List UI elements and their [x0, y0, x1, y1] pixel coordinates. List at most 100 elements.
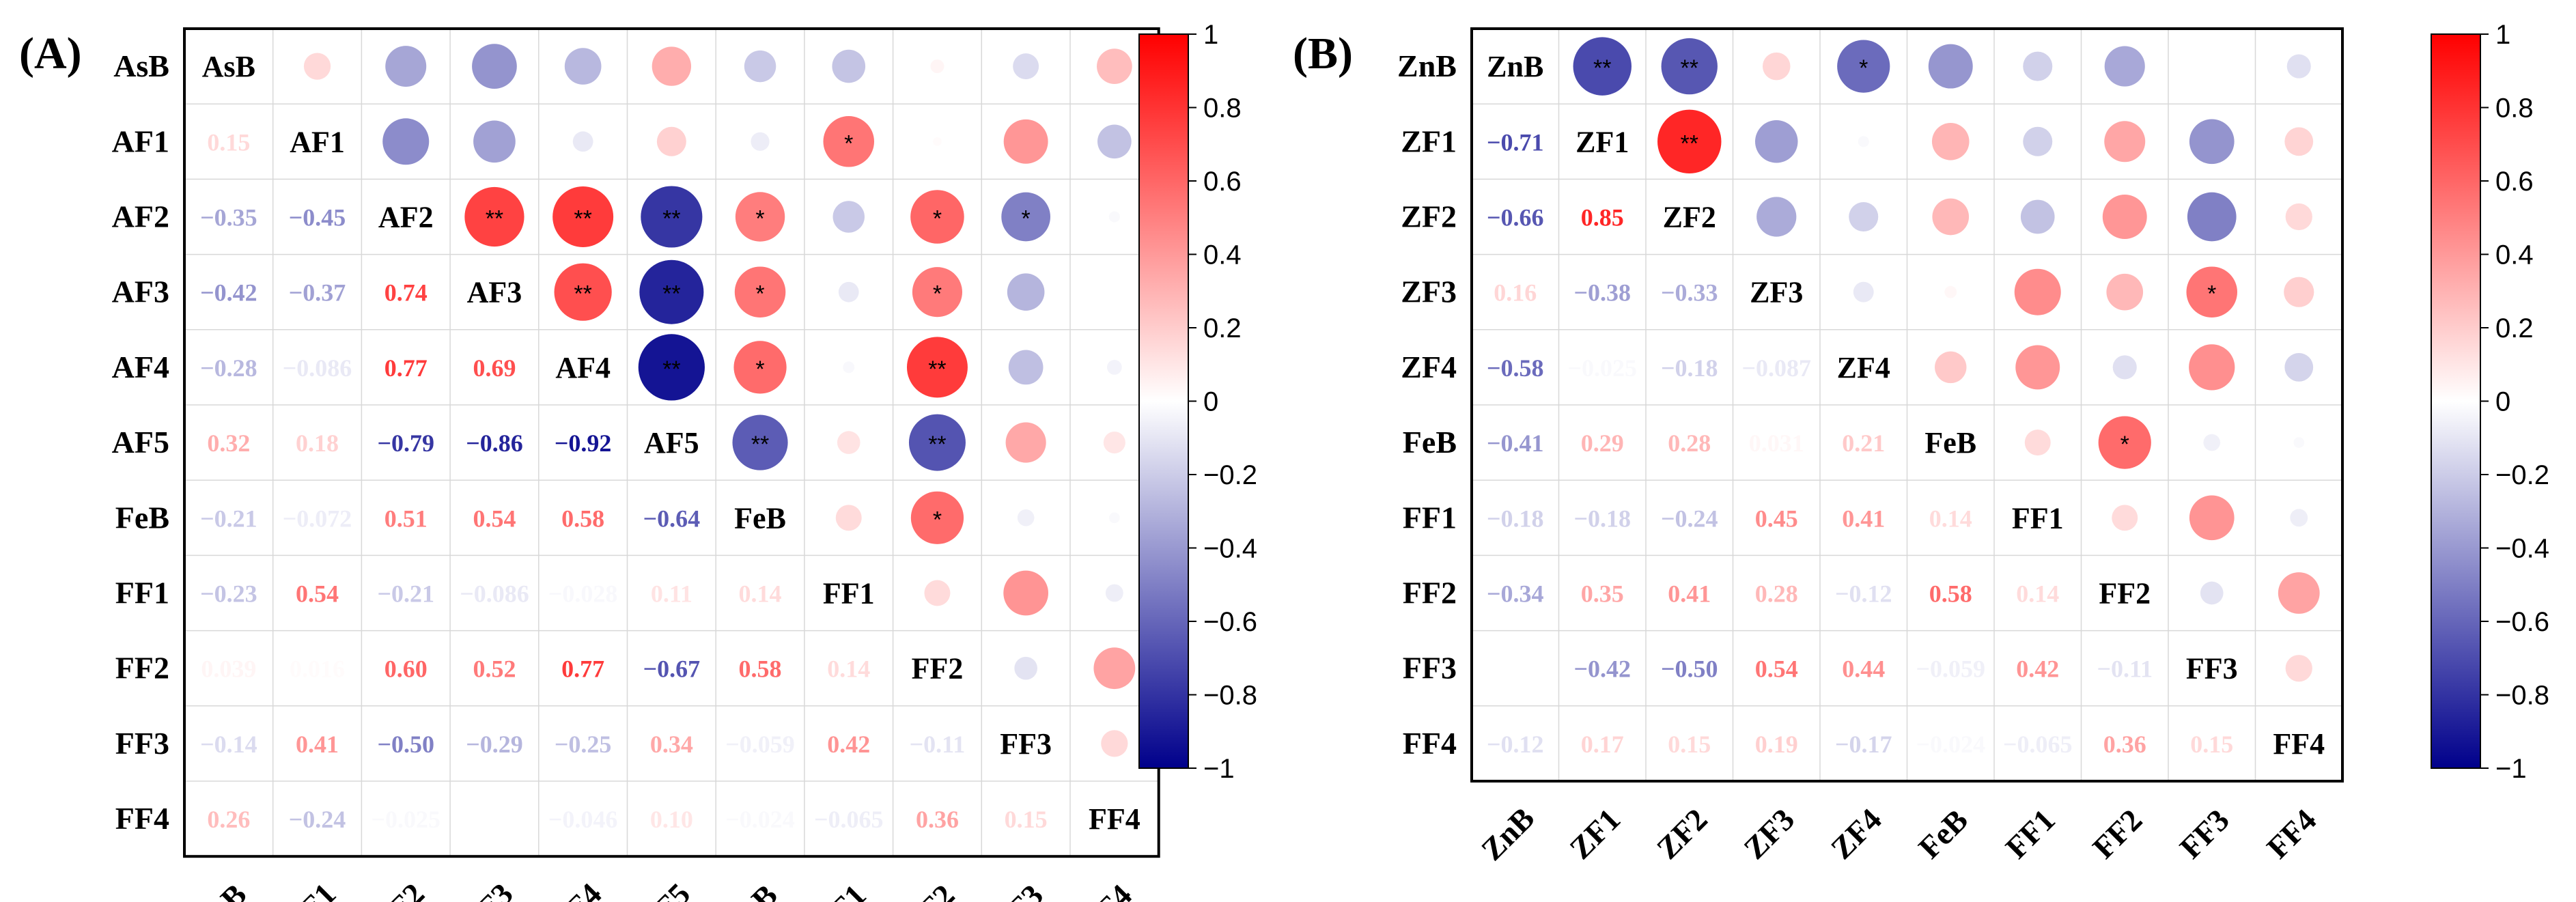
coefficient-label: −0.028 [548, 580, 618, 608]
colorbar-tick-label: 1 [1203, 20, 1218, 50]
coefficient-label: −0.024 [725, 806, 795, 833]
colorbar-tick-label: 0.4 [2495, 240, 2534, 270]
row-label: AF1 [112, 124, 169, 158]
coefficient-label: 0.15 [2190, 731, 2233, 758]
significance-marker: ** [1681, 130, 1698, 156]
correlation-circle [832, 49, 866, 83]
coefficient-label: 0.74 [384, 279, 428, 307]
coefficient-label: 0.69 [473, 354, 516, 382]
row-label: ZF2 [1401, 199, 1457, 234]
column-label: FF1 [810, 877, 873, 902]
coefficient-label: −0.18 [1573, 505, 1631, 532]
correlation-circle [554, 263, 612, 321]
correlation-circle [2098, 416, 2151, 469]
colorbar-tick-label: 0.2 [2495, 313, 2534, 343]
correlation-circle [1944, 285, 1957, 298]
coefficient-label: −0.087 [1741, 354, 1811, 382]
diagonal-label: FF4 [2273, 727, 2325, 761]
coefficient-label: 0.15 [207, 128, 250, 156]
coefficient-label: −0.37 [289, 279, 346, 307]
correlation-circle [2284, 352, 2314, 382]
column-label: AsB [189, 877, 253, 902]
coefficient-label: −0.072 [283, 505, 352, 532]
diagonal-label: FF1 [823, 577, 875, 610]
coefficient-label: −0.065 [814, 806, 884, 833]
row-label: FeB [115, 500, 169, 535]
correlation-circle [2285, 203, 2312, 231]
column-label: ZF1 [1563, 802, 1627, 866]
column-label: FeB [1912, 802, 1974, 865]
coefficient-label: −0.024 [1916, 731, 1985, 758]
coefficient-label: 0.45 [1755, 505, 1798, 532]
significance-marker: * [933, 507, 942, 533]
coefficient-label: 0.14 [827, 656, 870, 683]
coefficient-label: 0.14 [739, 580, 782, 608]
correlation-circle [1017, 509, 1035, 526]
correlation-circle [1008, 350, 1044, 385]
correlation-circle [1657, 109, 1722, 174]
row-label: ZnB [1397, 48, 1457, 83]
coefficient-label: 0.60 [384, 656, 428, 683]
coefficient-label: −0.45 [289, 204, 346, 231]
significance-marker: * [2120, 432, 2129, 457]
significance-marker: ** [1593, 55, 1611, 81]
coefficient-label: 0.54 [473, 505, 516, 532]
correlation-circle [1573, 37, 1632, 96]
correlation-circle [733, 341, 787, 394]
coefficient-label: 0.031 [1749, 429, 1804, 457]
colorbar-tick-label: −0.6 [2495, 607, 2549, 637]
colorbar-tick-label: −0.2 [1203, 460, 1257, 490]
correlation-circle [1755, 120, 1798, 163]
coefficient-label: 0.41 [1668, 580, 1711, 608]
correlation-circle [734, 266, 786, 318]
diagonal-label: ZF2 [1663, 201, 1716, 234]
coefficient-label: 0.44 [1842, 656, 1885, 683]
correlation-circle [744, 50, 776, 83]
plot-border [1470, 27, 2344, 783]
correlation-circle [832, 201, 865, 233]
correlation-circle [1097, 124, 1132, 159]
column-label: FF2 [2086, 802, 2148, 865]
column-label: ZF3 [1737, 802, 1801, 866]
coefficient-label: 0.14 [2016, 580, 2059, 608]
correlation-circle [1756, 197, 1797, 237]
coefficient-label: 0.34 [650, 731, 693, 758]
correlation-circle [2290, 509, 2308, 527]
colorbar-tick-label: −0.6 [1203, 607, 1257, 637]
column-label: AF4 [543, 876, 608, 902]
correlation-circle [2106, 273, 2144, 311]
coefficient-label: −0.065 [2003, 731, 2073, 758]
column-label: FF3 [987, 877, 1050, 902]
correlation-circle [1001, 192, 1050, 242]
row-label: FF3 [1403, 651, 1457, 686]
row-label: ZF1 [1401, 124, 1457, 158]
coefficient-label: −0.42 [1573, 656, 1631, 683]
diagonal-label: ZnB [1487, 50, 1543, 83]
coefficient-label: −0.21 [200, 505, 257, 532]
diagonal-label: AsB [202, 50, 255, 83]
row-label: AF4 [112, 350, 169, 384]
coefficient-label: 0.11 [651, 580, 692, 608]
diagonal-label: FF4 [1089, 802, 1140, 836]
coefficient-label: −0.38 [1573, 279, 1631, 307]
significance-marker: ** [486, 206, 503, 232]
significance-marker: * [755, 281, 764, 307]
coefficient-label: 0.42 [2016, 656, 2059, 683]
colorbar-tick-label: 0.8 [2495, 94, 2534, 124]
coefficient-label: −0.18 [1661, 354, 1718, 382]
coefficient-label: 0.77 [384, 354, 428, 382]
coefficient-label: 0.85 [1581, 204, 1624, 231]
correlation-circle [1762, 52, 1791, 81]
coefficient-label: −0.41 [1487, 429, 1544, 457]
coefficient-label: −0.059 [1916, 656, 1985, 683]
correlation-circle [2293, 437, 2305, 448]
correlation-circle [906, 337, 968, 398]
diagonal-label: AF2 [378, 201, 434, 234]
coefficient-label: 0.41 [1842, 505, 1885, 532]
correlation-circle [2024, 429, 2051, 456]
correlation-circle [464, 186, 524, 247]
row-label: AF3 [112, 274, 169, 309]
colorbar-tick-label: −0.2 [2495, 460, 2549, 490]
colorbar-tick-label: −1 [2495, 754, 2527, 784]
row-label: FF4 [115, 801, 169, 836]
